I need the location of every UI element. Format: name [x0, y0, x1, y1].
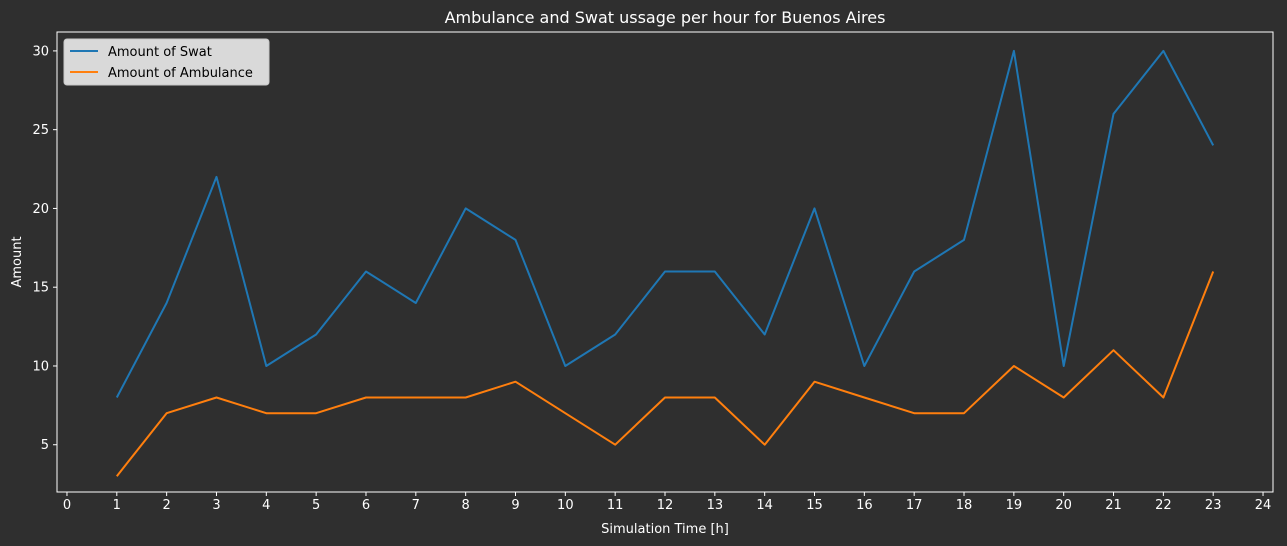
legend: Amount of Swat Amount of Ambulance [63, 38, 270, 86]
x-tick-label: 7 [412, 498, 420, 513]
x-tick-label: 12 [657, 498, 674, 513]
x-tick-label: 1 [113, 498, 121, 513]
x-tick-label: 21 [1105, 498, 1122, 513]
series-line-swat [115, 49, 1215, 398]
x-tick-label: 5 [312, 498, 320, 513]
x-tick-label: 15 [806, 498, 823, 513]
x-tick-label: 23 [1205, 498, 1222, 513]
x-axis-label: Simulation Time [h] [601, 522, 729, 537]
x-tick-label: 16 [856, 498, 873, 513]
x-tick-label: 14 [756, 498, 773, 513]
x-tick-label: 6 [362, 498, 370, 513]
x-tick-label: 0 [63, 498, 71, 513]
x-tick-label: 8 [462, 498, 470, 513]
legend-ambulance-label: Amount of Ambulance [108, 66, 253, 81]
chart-title: Ambulance and Swat ussage per hour for B… [445, 8, 886, 27]
x-axis-ticks: 0 1 2 3 4 5 6 7 8 9 10 11 12 13 14 15 16 17 18 19 20 21 22 23 24 [63, 492, 1271, 513]
y-tick-label: 25 [32, 123, 49, 138]
y-tick-label: 30 [32, 44, 49, 59]
x-tick-label: 2 [162, 498, 170, 513]
y-tick-label: 15 [32, 281, 49, 296]
y-axis-label: Amount [10, 236, 25, 287]
x-tick-label: 24 [1255, 498, 1272, 513]
x-tick-label: 19 [1006, 498, 1023, 513]
y-tick-label: 20 [32, 202, 49, 217]
legend-box [63, 38, 270, 86]
legend-swat-label: Amount of Swat [108, 45, 212, 60]
x-tick-label: 20 [1055, 498, 1072, 513]
x-tick-label: 22 [1155, 498, 1172, 513]
y-tick-label: 5 [41, 438, 49, 453]
x-tick-label: 18 [956, 498, 973, 513]
x-tick-label: 10 [557, 498, 574, 513]
x-tick-label: 13 [707, 498, 724, 513]
x-tick-label: 3 [212, 498, 220, 513]
x-tick-label: 11 [607, 498, 624, 513]
x-tick-label: 9 [511, 498, 519, 513]
y-axis-ticks: 5 10 15 20 25 30 [32, 44, 57, 453]
series-layer [115, 49, 1215, 477]
x-tick-label: 4 [262, 498, 270, 513]
series-line-ambulance [116, 271, 1215, 477]
x-tick-label: 17 [906, 498, 923, 513]
y-tick-label: 10 [32, 359, 49, 374]
